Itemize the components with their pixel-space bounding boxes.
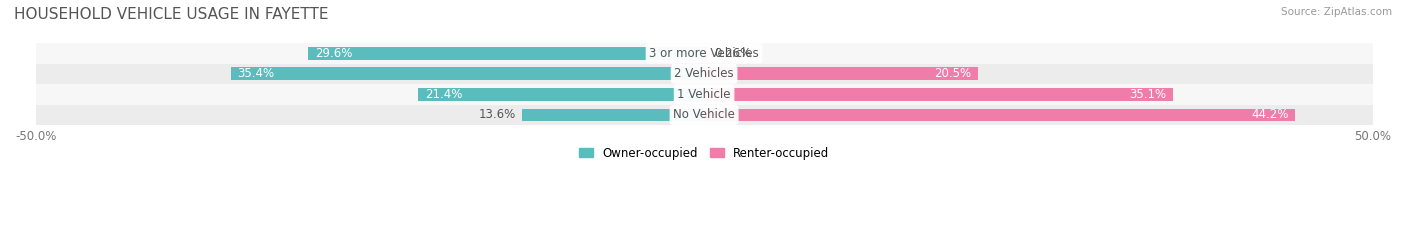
Bar: [35, 84, 1372, 105]
Text: HOUSEHOLD VEHICLE USAGE IN FAYETTE: HOUSEHOLD VEHICLE USAGE IN FAYETTE: [14, 7, 329, 22]
Bar: [35, 105, 1372, 125]
Text: No Vehicle: No Vehicle: [673, 108, 735, 121]
Text: 20.5%: 20.5%: [935, 67, 972, 80]
Text: 1 Vehicle: 1 Vehicle: [678, 88, 731, 101]
Bar: [522, 109, 704, 121]
Bar: [704, 47, 707, 60]
Bar: [308, 47, 704, 60]
Text: 35.1%: 35.1%: [1129, 88, 1167, 101]
Text: 35.4%: 35.4%: [238, 67, 274, 80]
Text: 0.26%: 0.26%: [714, 47, 751, 60]
Text: 21.4%: 21.4%: [425, 88, 463, 101]
Text: 44.2%: 44.2%: [1251, 108, 1288, 121]
Bar: [418, 88, 704, 101]
Text: 29.6%: 29.6%: [315, 47, 353, 60]
Bar: [704, 88, 1174, 101]
Legend: Owner-occupied, Renter-occupied: Owner-occupied, Renter-occupied: [574, 142, 834, 164]
Bar: [35, 64, 1372, 84]
Bar: [35, 43, 1372, 64]
Text: 3 or more Vehicles: 3 or more Vehicles: [650, 47, 759, 60]
Bar: [704, 67, 979, 80]
Text: Source: ZipAtlas.com: Source: ZipAtlas.com: [1281, 7, 1392, 17]
Bar: [704, 109, 1295, 121]
Text: 13.6%: 13.6%: [478, 108, 516, 121]
Text: 2 Vehicles: 2 Vehicles: [675, 67, 734, 80]
Bar: [231, 67, 704, 80]
